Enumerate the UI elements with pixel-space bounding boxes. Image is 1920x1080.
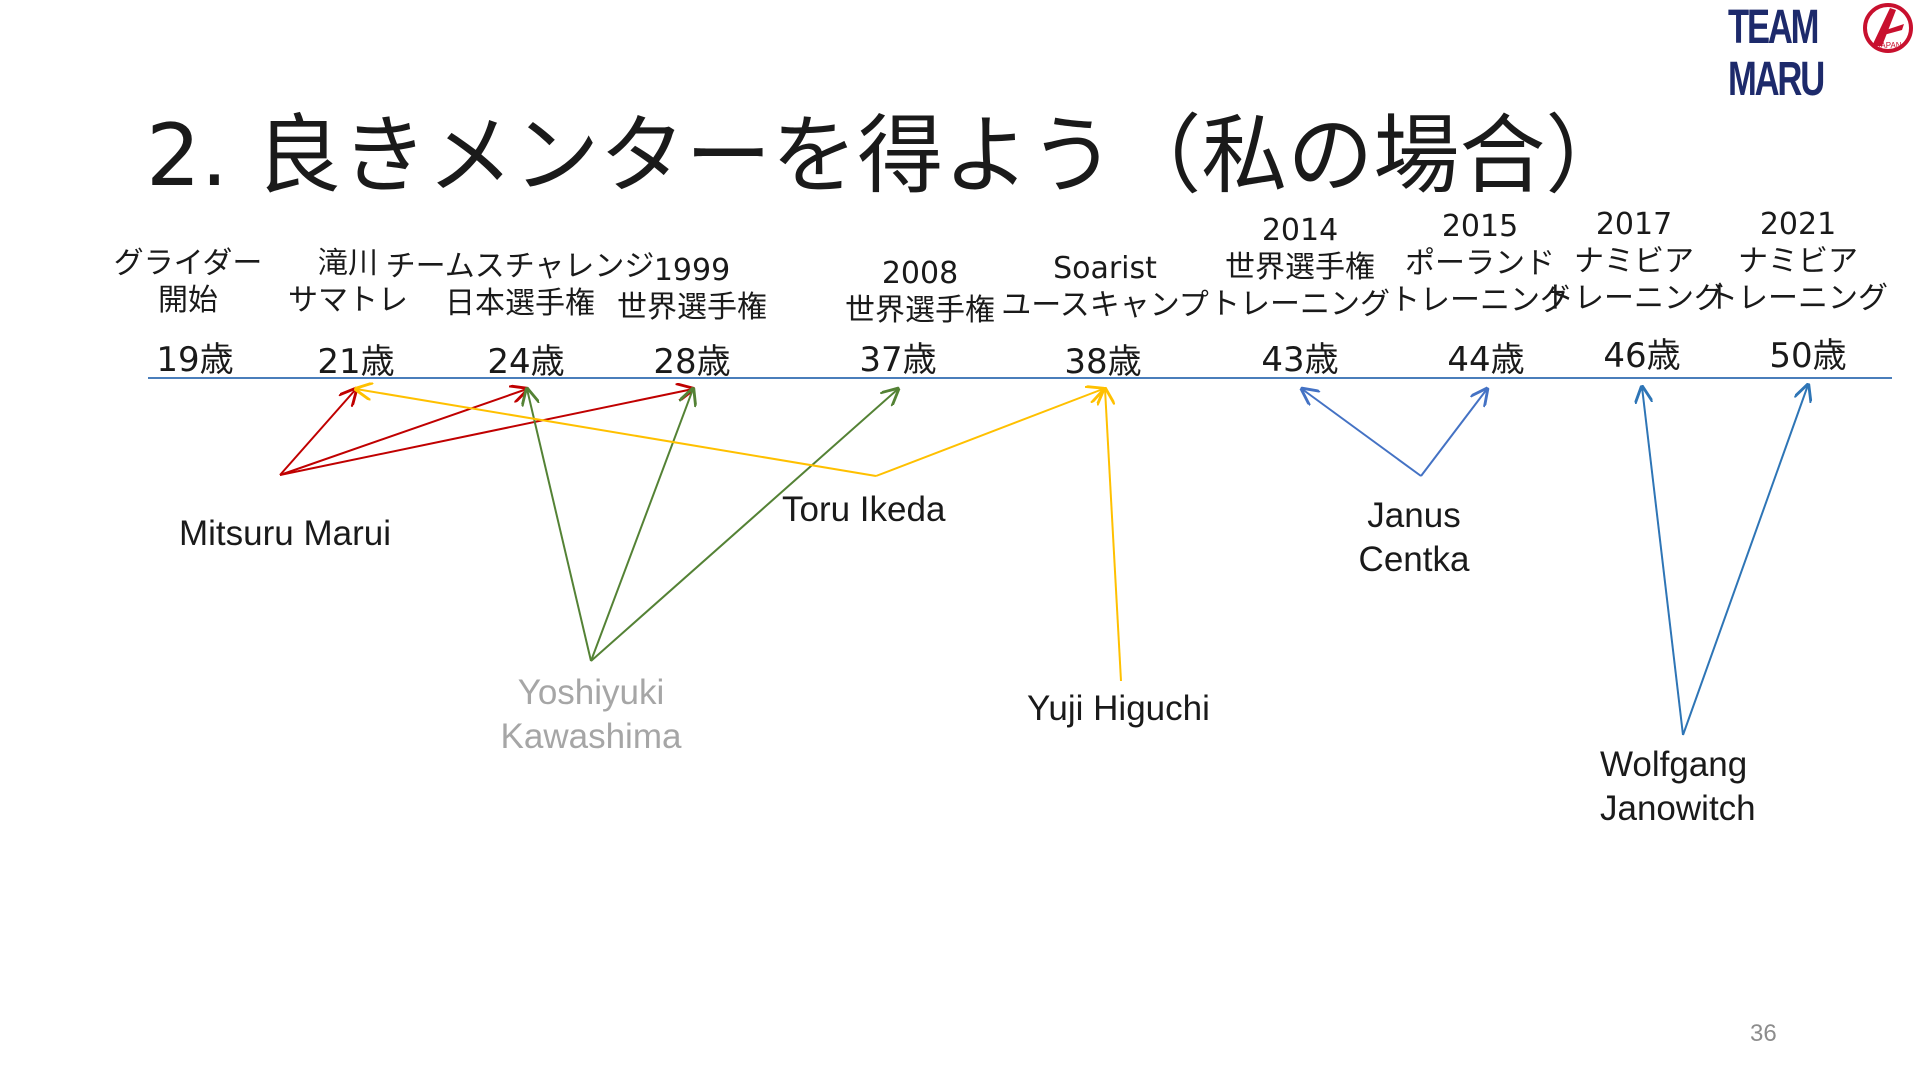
event-line: 世界選手権 <box>617 290 767 325</box>
page-title: 2. 良きメンターを得よう（私の場合） <box>146 106 1632 206</box>
mentor-name-line: Janus <box>1367 496 1461 535</box>
logo-mark-text: JAPAN <box>1876 41 1901 50</box>
age-label: 50歳 <box>1769 336 1847 376</box>
logo-mark-icon: JAPAN <box>1863 3 1913 53</box>
event-line: ポーランド <box>1405 246 1555 281</box>
event-label-9: 2017 ナミビア トレーニング <box>1544 206 1724 317</box>
mentor-wolfgang-janowitch: Wolfgang Janowitch <box>1600 743 1756 831</box>
event-line: 開始 <box>158 283 218 318</box>
event-label-2: 滝川 サマトレ <box>288 245 408 319</box>
event-line: ユースキャンプ <box>1001 288 1209 323</box>
event-line: 日本選手権 <box>445 286 595 321</box>
arrow-centka-44 <box>1420 389 1487 477</box>
arrow-janowitch-50 <box>1682 385 1808 736</box>
event-label-7: 2014 世界選手権 トレーニング <box>1210 212 1390 323</box>
arrow-higuchi-38 <box>1105 389 1122 682</box>
event-line: 2017 <box>1595 207 1673 242</box>
event-line: 滝川 <box>318 246 378 281</box>
event-line: 2015 <box>1441 209 1519 244</box>
arrow-ikeda-38 <box>875 389 1103 477</box>
event-label-3: チームスチャレンジ 日本選手権 <box>386 248 655 322</box>
event-line: チームスチャレンジ <box>385 249 655 284</box>
age-label: 24歳 <box>487 342 565 382</box>
event-line: グライダー <box>113 246 263 281</box>
event-label-5: 2008 世界選手権 <box>845 255 995 329</box>
mentor-name-line: Wolfgang <box>1600 745 1748 784</box>
age-label: 21歳 <box>317 342 395 382</box>
mentor-toru-ikeda: Toru Ikeda <box>782 490 946 529</box>
mentor-yoshiyuki-kawashima: Yoshiyuki Kawashima <box>501 671 682 759</box>
arrow-marui-24 <box>279 389 527 476</box>
arrow-kawashima-24 <box>527 389 592 662</box>
team-maru-logo: TEAM MARU JAPAN <box>1728 2 1914 106</box>
age-label: 43歳 <box>1261 340 1339 380</box>
mentor-mitsuru-marui: Mitsuru Marui <box>179 514 391 553</box>
page-number: 36 <box>1750 1020 1777 1047</box>
age-label: 28歳 <box>653 342 731 382</box>
event-line: ナミビア <box>1574 244 1694 279</box>
arrow-marui-28 <box>279 389 693 476</box>
mentor-name-line: Kawashima <box>500 717 682 756</box>
event-line: ナミビア <box>1738 244 1858 279</box>
event-line: サマトレ <box>288 283 408 318</box>
age-label: 38歳 <box>1064 342 1142 382</box>
event-label-10: 2021 ナミビア トレーニング <box>1708 206 1888 317</box>
mentor-name-line: Yoshiyuki <box>517 673 665 712</box>
age-label: 46歳 <box>1603 336 1681 376</box>
event-line: 世界選手権 <box>845 293 995 328</box>
arrow-marui-21 <box>279 389 356 476</box>
event-line: 1999 <box>653 253 731 288</box>
mentor-name-line: Janowitch <box>1600 789 1756 828</box>
arrow-janowitch-46 <box>1642 387 1684 736</box>
event-line: トレーニング <box>1210 287 1390 322</box>
mentor-yuji-higuchi: Yuji Higuchi <box>1027 689 1210 728</box>
age-label: 37歳 <box>859 340 937 380</box>
age-label: 19歳 <box>156 340 234 380</box>
event-label-6: Soarist ユースキャンプ <box>1001 250 1209 324</box>
mentor-janus-centka: Janus Centka <box>1359 494 1470 582</box>
arrow-ikeda-21 <box>356 389 877 477</box>
event-line: 2014 <box>1261 213 1339 248</box>
event-label-8: 2015 ポーランド トレーニング <box>1390 208 1570 319</box>
age-label: 44歳 <box>1447 340 1525 380</box>
event-line: トレーニング <box>1390 283 1570 318</box>
event-line: 2021 <box>1759 207 1837 242</box>
arrow-kawashima-28 <box>590 389 693 662</box>
mentor-name-line: Centka <box>1358 540 1470 579</box>
event-label-4: 1999 世界選手権 <box>617 252 767 326</box>
event-line: トレーニング <box>1708 281 1888 316</box>
arrow-kawashima-37 <box>590 389 898 662</box>
arrow-centka-43 <box>1302 389 1422 477</box>
event-line: トレーニング <box>1544 281 1724 316</box>
event-label-1: グライダー 開始 <box>114 245 263 319</box>
event-line: Soarist <box>1053 251 1157 286</box>
logo-text: TEAM MARU <box>1728 1 1825 106</box>
event-line: 2008 <box>881 256 959 291</box>
event-line: 世界選手権 <box>1225 250 1375 285</box>
